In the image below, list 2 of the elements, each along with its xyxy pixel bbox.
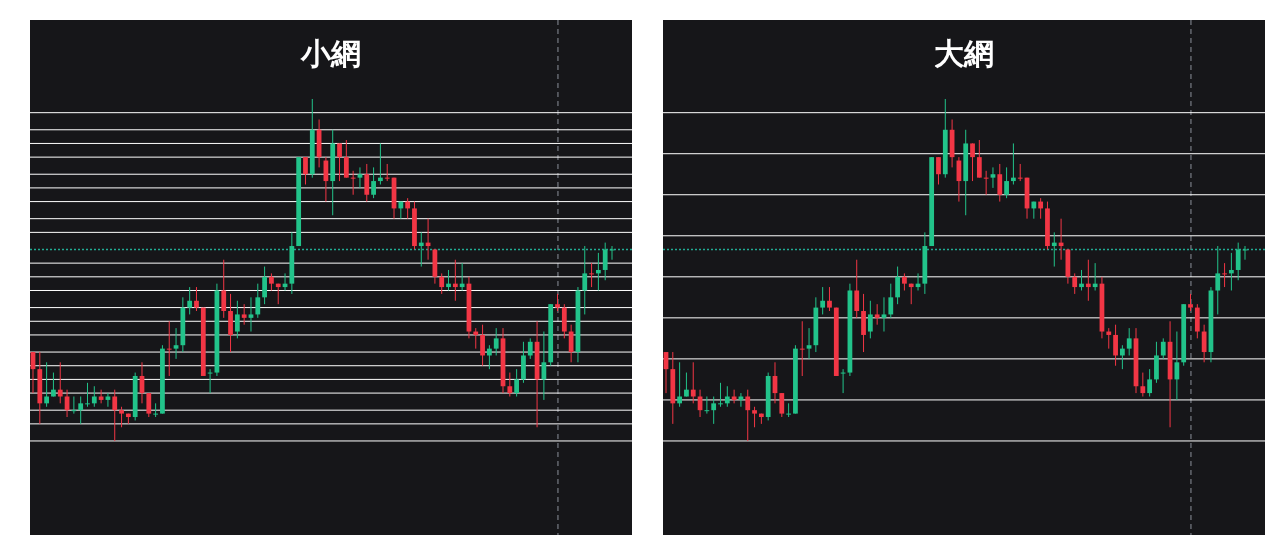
title: 小網 — [301, 36, 361, 71]
title: 大網 — [934, 36, 994, 71]
